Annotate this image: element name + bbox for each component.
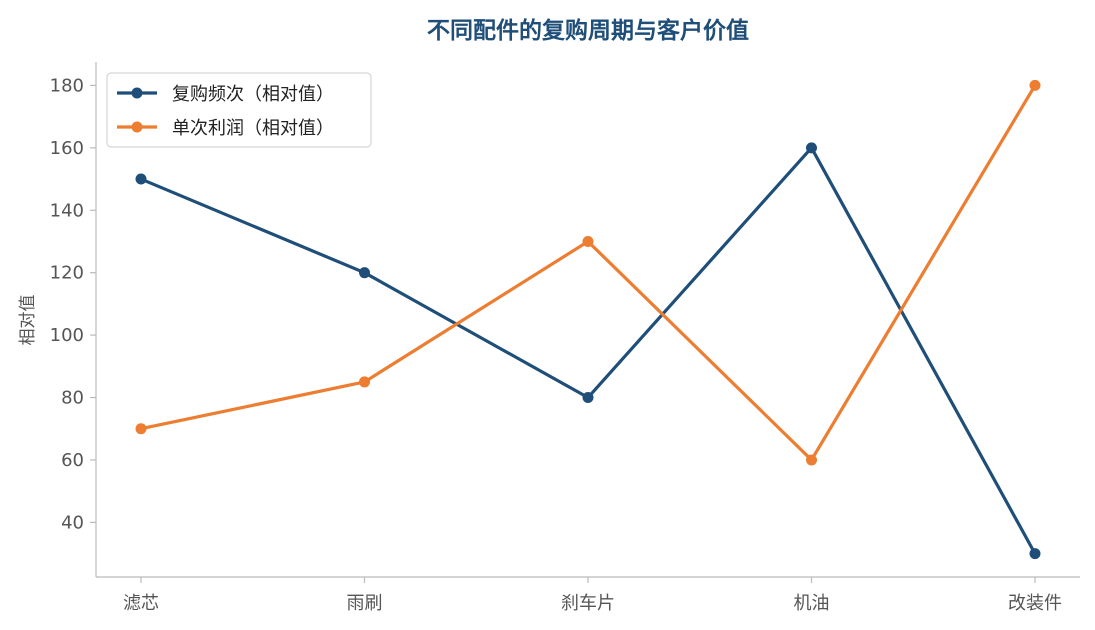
- x-tick-label: 改装件: [1008, 593, 1062, 614]
- data-point: [582, 392, 594, 404]
- x-tick-label: 机油: [794, 593, 830, 614]
- y-tick-label: 180: [50, 75, 84, 96]
- chart-title: 不同配件的复购周期与客户价值: [427, 17, 749, 44]
- series-2: [135, 79, 1041, 466]
- y-tick-label: 120: [50, 263, 84, 284]
- x-tick-label: 刹车片: [561, 593, 615, 614]
- y-tick-label: 160: [50, 138, 84, 159]
- data-point: [359, 267, 370, 279]
- data-point: [806, 454, 817, 466]
- data-point: [582, 235, 594, 247]
- y-tick-label: 40: [61, 512, 84, 533]
- y-tick-label: 100: [50, 325, 84, 346]
- series-line: [139, 146, 1037, 556]
- series-1: [135, 142, 1041, 560]
- legend-frame: [106, 72, 372, 148]
- data-point: [359, 376, 370, 388]
- legend: 复购频次（相对值） 单次利润（相对值）: [106, 72, 372, 148]
- data-point: [806, 142, 817, 154]
- y-axis-label: 相对值: [18, 295, 38, 346]
- x-tick-label: 滤芯: [123, 593, 159, 614]
- legend-item: 复购频次（相对值）: [117, 84, 334, 105]
- data-point: [135, 423, 147, 435]
- y-tick-label: 60: [61, 450, 84, 471]
- x-tick-label: 雨刷: [347, 593, 383, 614]
- data-point: [1029, 548, 1041, 560]
- data-point: [135, 173, 147, 185]
- y-tick-label: 140: [50, 200, 84, 221]
- legend-label: 复购频次（相对值）: [172, 84, 334, 105]
- legend-item: 单次利润（相对值）: [117, 118, 334, 139]
- x-axis-ticks: 滤芯 雨刷 刹车片 机油 改装件: [123, 577, 1062, 614]
- legend-label: 单次利润（相对值）: [172, 118, 334, 139]
- y-axis-ticks: 40 60 80 100 120 140 160 180: [50, 75, 96, 533]
- series-layer: [135, 79, 1041, 560]
- data-point: [1029, 79, 1041, 91]
- legend-marker: [131, 87, 143, 99]
- legend-marker: [131, 121, 143, 133]
- y-tick-label: 80: [61, 388, 84, 409]
